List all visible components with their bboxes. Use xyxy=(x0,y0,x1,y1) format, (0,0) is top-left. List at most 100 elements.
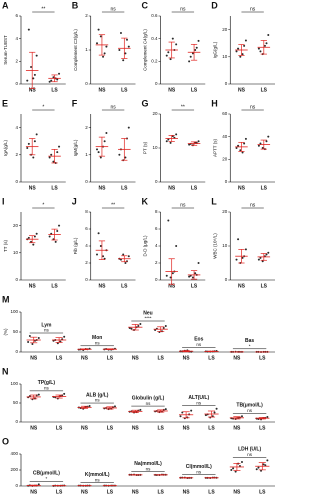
group-label: Bas xyxy=(245,338,254,344)
group-label: K(mmol/L) xyxy=(85,472,110,478)
y-tick-label: 2 xyxy=(155,260,158,265)
data-dot xyxy=(37,393,40,396)
panel-label: G xyxy=(142,98,149,108)
x-tick-label: NS xyxy=(81,425,89,431)
data-dot xyxy=(259,142,262,145)
x-tick-label: LS xyxy=(259,425,266,431)
panel-label: A xyxy=(2,0,9,10)
data-dot xyxy=(118,153,121,156)
x-tick-label: LS xyxy=(191,87,198,93)
group-label: ALT(U/L) xyxy=(188,395,209,401)
data-dot xyxy=(165,274,168,277)
y-tick-label: 10 xyxy=(222,243,228,248)
y-axis-label: IgM(g/L) xyxy=(73,139,78,156)
data-dot xyxy=(169,141,172,144)
group-label: Cl(mmol/L) xyxy=(186,464,212,470)
x-tick-label: LS xyxy=(208,425,215,431)
x-tick-label: LS xyxy=(56,425,63,431)
panel-label: B xyxy=(72,0,79,10)
data-dot xyxy=(265,42,268,45)
data-dot xyxy=(103,52,106,55)
y-tick-label: 200 xyxy=(10,467,18,472)
data-dot xyxy=(52,160,55,163)
data-dot xyxy=(54,240,57,243)
y-tick-label: 100 xyxy=(10,309,18,314)
y-tick-label: 0 xyxy=(155,179,158,184)
data-dot xyxy=(266,459,269,462)
data-dot xyxy=(244,137,247,140)
group-label: CB(μmol/L) xyxy=(33,471,60,477)
data-dot xyxy=(169,276,172,279)
y-tick-label: 0 xyxy=(85,277,88,282)
data-dot xyxy=(105,45,108,48)
y-tick-label: 0 xyxy=(155,81,158,86)
data-dot xyxy=(97,151,100,154)
data-dot xyxy=(260,469,263,472)
panel-label: L xyxy=(211,196,217,206)
data-dot xyxy=(240,461,243,463)
data-dot xyxy=(164,325,167,327)
sig-label: ns xyxy=(110,104,116,110)
y-axis-label: WBC (10⁹/L) xyxy=(212,233,217,259)
data-dot xyxy=(52,76,55,79)
data-dot xyxy=(191,52,194,55)
x-tick-label: NS xyxy=(183,425,191,431)
data-dot xyxy=(27,28,30,31)
x-tick-label: NS xyxy=(30,355,38,361)
y-tick-label: 0 xyxy=(225,179,228,184)
y-tick-label: 50 xyxy=(13,329,19,334)
y-tick-label: 20 xyxy=(152,111,158,116)
y-tick-label: 100 xyxy=(10,381,18,386)
data-dot xyxy=(122,59,125,62)
data-dot xyxy=(96,42,99,45)
data-dot xyxy=(130,327,133,330)
y-tick-label: 0 xyxy=(15,81,18,86)
sig-label: ns xyxy=(180,6,186,12)
x-tick-label: NS xyxy=(98,185,106,191)
y-axis-label: Complement C4(g/L) xyxy=(143,29,148,71)
y-tick-label: 0 xyxy=(155,277,158,282)
y-axis-label: IgG(g/L) xyxy=(212,41,217,58)
data-dot xyxy=(175,245,178,247)
x-tick-label: LS xyxy=(261,185,268,191)
x-tick-label: NS xyxy=(98,87,106,93)
x-tick-label: NS xyxy=(132,355,140,361)
sig-label: ns xyxy=(95,340,101,345)
data-dot xyxy=(266,416,269,419)
sig-label: ns xyxy=(247,408,253,413)
data-dot xyxy=(167,219,170,222)
sig-label: ns xyxy=(196,342,202,347)
data-dot xyxy=(88,405,91,408)
data-dot xyxy=(139,323,142,325)
data-dot xyxy=(237,47,240,50)
data-dot xyxy=(26,79,29,82)
sig-label: ** xyxy=(111,202,115,208)
data-dot xyxy=(259,50,262,53)
y-tick-label: 4 xyxy=(85,243,88,248)
sig-label: ns xyxy=(196,400,202,405)
data-dot xyxy=(127,255,130,258)
data-dot xyxy=(171,37,174,40)
y-tick-label: 2 xyxy=(85,13,88,18)
data-dot xyxy=(267,34,270,37)
data-dot xyxy=(188,275,191,278)
data-dot xyxy=(235,258,238,261)
panel-label: E xyxy=(2,98,8,108)
y-tick-label: 20 xyxy=(222,209,228,214)
x-tick-label: NS xyxy=(132,425,140,431)
y-axis-label: Fib (g/L) xyxy=(73,237,78,254)
panel-label: D xyxy=(211,0,218,10)
data-dot xyxy=(99,35,102,38)
sig-label: ns xyxy=(196,469,202,474)
data-dot xyxy=(175,133,178,136)
y-tick-label: 60 xyxy=(222,111,228,116)
y-axis-label: TT (s) xyxy=(3,240,8,252)
data-dot xyxy=(63,335,66,338)
x-tick-label: NS xyxy=(81,355,89,361)
data-dot xyxy=(240,415,243,418)
data-dot xyxy=(37,337,40,339)
x-tick-label: NS xyxy=(183,355,191,361)
data-dot xyxy=(267,251,270,254)
data-dot xyxy=(261,260,264,263)
data-dot xyxy=(234,470,237,473)
